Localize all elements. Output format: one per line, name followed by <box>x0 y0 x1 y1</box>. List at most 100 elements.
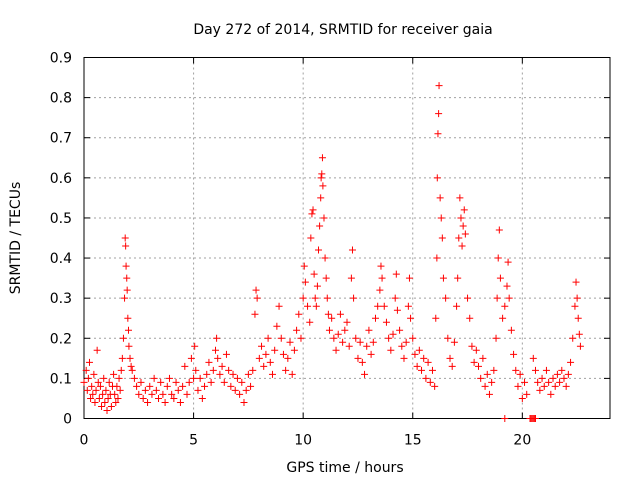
data-point <box>218 362 226 370</box>
data-point <box>387 346 395 354</box>
data-point <box>111 390 119 398</box>
data-point <box>80 378 88 386</box>
data-point <box>216 370 224 378</box>
data-point <box>319 182 327 190</box>
data-point <box>297 334 305 342</box>
data-point <box>512 366 520 374</box>
data-point <box>227 382 235 390</box>
data-point <box>196 374 204 382</box>
data-point <box>446 354 454 362</box>
data-point <box>448 362 456 370</box>
data-point <box>432 314 440 322</box>
data-point <box>328 314 336 322</box>
data-point <box>255 354 263 362</box>
data-point <box>481 382 489 390</box>
data-point <box>212 346 219 354</box>
data-point <box>317 174 325 182</box>
data-point <box>347 274 355 282</box>
data-point <box>442 294 450 302</box>
data-point <box>540 382 548 390</box>
data-point <box>96 382 104 390</box>
data-point <box>273 322 281 330</box>
y-tick-label: 0.4 <box>50 251 72 267</box>
data-point <box>95 394 103 402</box>
data-point <box>392 270 400 278</box>
data-point <box>181 362 189 370</box>
data-point <box>534 378 542 386</box>
data-point <box>398 342 406 350</box>
data-point <box>551 382 559 390</box>
data-point <box>339 338 347 346</box>
data-point <box>117 366 125 374</box>
data-point <box>516 370 524 378</box>
data-point <box>82 366 90 374</box>
data-point <box>304 302 312 310</box>
data-point <box>225 366 233 374</box>
data-point <box>433 254 441 262</box>
data-point <box>382 318 390 326</box>
data-point <box>343 318 351 326</box>
data-point <box>318 154 326 162</box>
data-point <box>391 294 399 302</box>
data-point <box>456 194 464 202</box>
data-point <box>113 382 121 390</box>
data-point <box>172 378 180 386</box>
data-point <box>279 350 287 358</box>
y-tick-label: 0.2 <box>50 331 72 347</box>
y-tick-label: 0.1 <box>50 371 72 387</box>
data-point <box>124 314 132 322</box>
data-point <box>148 390 156 398</box>
data-point <box>231 386 239 394</box>
data-point <box>367 350 375 358</box>
data-point <box>415 346 423 354</box>
data-point <box>345 342 353 350</box>
data-point <box>435 110 443 118</box>
data-point <box>165 374 173 382</box>
data-point <box>426 378 434 386</box>
data-point <box>318 170 326 178</box>
axis-ticks: 0 0.1 0.2 0.3 0.4 0.5 0.6 0.7 0.8 0.9 0 5 10 15 20 <box>50 51 610 449</box>
data-point <box>209 366 217 374</box>
data-point <box>369 338 377 346</box>
data-point <box>556 378 564 386</box>
data-point <box>176 398 184 406</box>
data-point <box>311 294 319 302</box>
data-point <box>531 366 539 374</box>
data-point <box>378 274 386 282</box>
data-point <box>89 390 97 398</box>
data-point <box>492 334 500 342</box>
data-point <box>396 326 404 334</box>
data-point <box>242 386 250 394</box>
data-point <box>249 366 257 374</box>
data-point <box>205 358 213 366</box>
data-point <box>499 314 507 322</box>
data-point <box>306 318 314 326</box>
data-point <box>576 342 584 350</box>
data-point <box>127 362 135 370</box>
data-point <box>505 294 513 302</box>
data-point <box>112 398 120 406</box>
data-point <box>233 374 241 382</box>
data-point <box>470 358 478 366</box>
data-point <box>321 254 329 262</box>
data-point <box>363 342 371 350</box>
data-point <box>240 398 248 406</box>
data-point <box>187 354 195 362</box>
data-point <box>229 370 237 378</box>
data-point <box>553 370 561 378</box>
data-point <box>130 374 138 382</box>
data-point <box>483 370 491 378</box>
data-point <box>377 262 385 270</box>
data-point <box>220 378 228 386</box>
data-point <box>107 402 115 410</box>
data-point <box>461 230 469 238</box>
data-point <box>253 294 261 302</box>
data-point <box>201 382 209 390</box>
x-tick-label: 15 <box>404 433 422 449</box>
plot-frame <box>83 57 611 419</box>
data-point <box>400 354 408 362</box>
data-point <box>198 394 206 402</box>
data-point <box>105 378 113 386</box>
data-point <box>558 366 566 374</box>
